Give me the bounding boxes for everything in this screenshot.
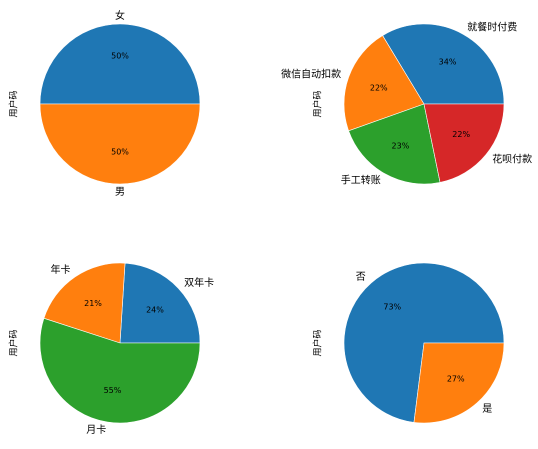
slice-label: 年卡 <box>51 263 71 276</box>
percent-label: 55% <box>104 386 122 395</box>
pie-chart-1: 女 50% 男 50% 用户码 <box>8 9 201 198</box>
pie-slice <box>423 103 505 183</box>
percent-label: 50% <box>111 148 129 157</box>
pie-slice <box>119 262 201 344</box>
pie-chart-3: 双年卡 24% 年卡 21% 月卡 55% 用户码 <box>8 262 214 436</box>
percent-label: 73% <box>383 302 401 311</box>
percent-label: 23% <box>392 141 410 150</box>
slice-label: 月卡 <box>86 423 106 436</box>
pie-slice <box>413 342 505 424</box>
percent-label: 50% <box>111 52 129 61</box>
pie-slice <box>39 103 201 185</box>
slice-label: 手工转账 <box>341 174 381 187</box>
slice-label: 花呗付款 <box>492 153 532 166</box>
slice-label: 男 <box>115 186 125 198</box>
slice-label: 微信自动扣款 <box>281 67 341 80</box>
pie-slice <box>343 35 425 132</box>
y-axis-label: 用户码 <box>8 329 20 356</box>
pie-slice <box>343 262 505 423</box>
pie-chart-2: 就餐时付费 34% 微信自动扣款 22% 手工转账 23% 花呗付款 22% 用户码 <box>281 20 532 186</box>
slice-label: 是 <box>482 403 492 415</box>
percent-label: 21% <box>84 299 102 308</box>
y-axis-label: 用户码 <box>312 90 324 117</box>
pie-slice <box>39 23 201 105</box>
slice-label: 否 <box>356 271 366 283</box>
pie-slice <box>39 317 201 424</box>
pie-slice <box>43 262 126 344</box>
y-axis-label: 用户码 <box>8 90 20 117</box>
slice-label: 就餐时付费 <box>467 20 517 33</box>
slice-label: 双年卡 <box>184 276 214 289</box>
percent-label: 22% <box>452 130 470 139</box>
pie-slice <box>382 23 505 105</box>
percent-label: 27% <box>447 375 465 384</box>
percent-label: 22% <box>370 83 388 92</box>
percent-label: 34% <box>439 58 457 67</box>
y-axis-label: 用户码 <box>312 329 324 356</box>
slice-label: 女 <box>115 9 125 22</box>
pie-chart-4: 否 73% 是 27% 用户码 <box>312 262 505 424</box>
percent-label: 24% <box>146 306 164 315</box>
pie-slice <box>348 103 441 185</box>
